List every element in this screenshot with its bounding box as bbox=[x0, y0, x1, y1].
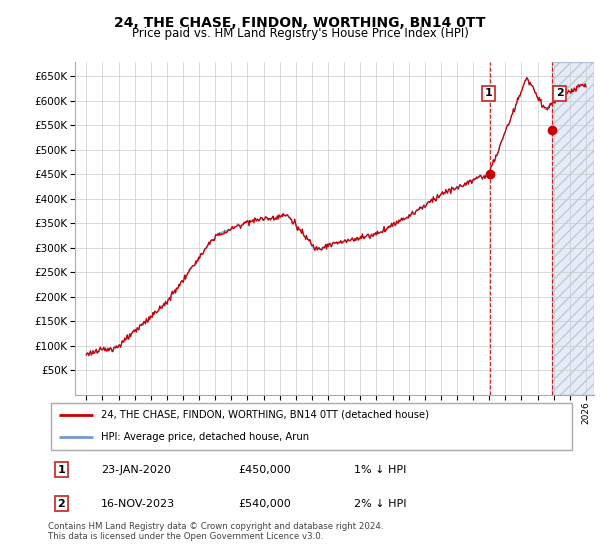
Text: 2% ↓ HPI: 2% ↓ HPI bbox=[354, 498, 407, 508]
Text: £450,000: £450,000 bbox=[238, 465, 291, 475]
Text: 1: 1 bbox=[485, 88, 493, 99]
Text: 2: 2 bbox=[556, 88, 564, 99]
Bar bbox=[552, 62, 594, 395]
Text: £540,000: £540,000 bbox=[238, 498, 291, 508]
Text: Price paid vs. HM Land Registry's House Price Index (HPI): Price paid vs. HM Land Registry's House … bbox=[131, 27, 469, 40]
Text: 2: 2 bbox=[58, 498, 65, 508]
Text: 1: 1 bbox=[58, 465, 65, 475]
Text: 23-JAN-2020: 23-JAN-2020 bbox=[101, 465, 171, 475]
Text: 24, THE CHASE, FINDON, WORTHING, BN14 0TT (detached house): 24, THE CHASE, FINDON, WORTHING, BN14 0T… bbox=[101, 410, 429, 420]
Text: 1% ↓ HPI: 1% ↓ HPI bbox=[354, 465, 407, 475]
FancyBboxPatch shape bbox=[50, 403, 572, 450]
Text: 16-NOV-2023: 16-NOV-2023 bbox=[101, 498, 175, 508]
Text: HPI: Average price, detached house, Arun: HPI: Average price, detached house, Arun bbox=[101, 432, 309, 442]
Bar bbox=[552, 62, 594, 395]
Text: 24, THE CHASE, FINDON, WORTHING, BN14 0TT: 24, THE CHASE, FINDON, WORTHING, BN14 0T… bbox=[114, 16, 486, 30]
Text: Contains HM Land Registry data © Crown copyright and database right 2024.
This d: Contains HM Land Registry data © Crown c… bbox=[48, 522, 383, 542]
